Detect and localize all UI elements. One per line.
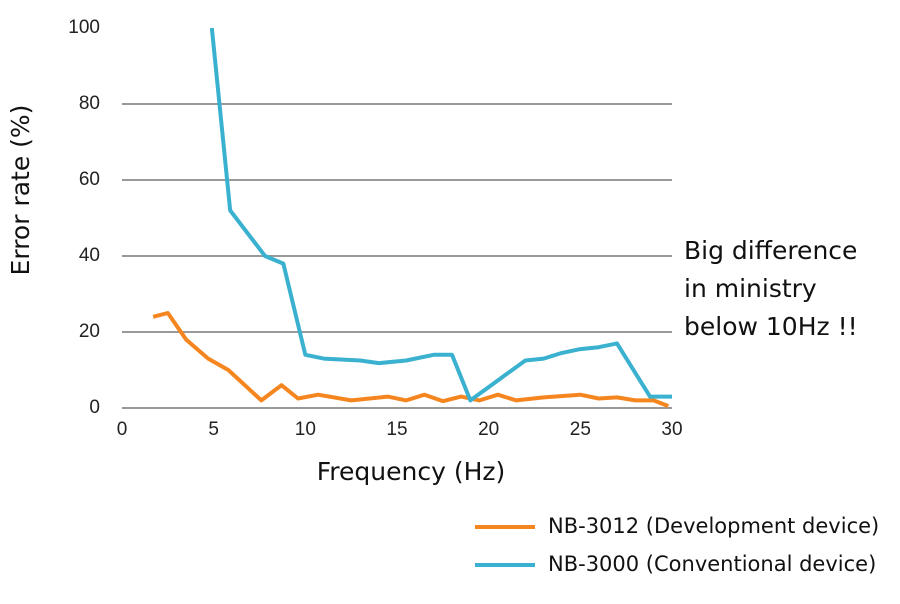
y-tick-label: 0 — [89, 397, 100, 418]
annotation: Big difference — [684, 236, 857, 265]
y-tick-label: 60 — [79, 169, 100, 190]
x-tick-label: 20 — [478, 419, 499, 440]
y-tick-label: 20 — [79, 321, 100, 342]
line — [209, 27, 672, 403]
line — [152, 311, 670, 408]
y-tick-label: 100 — [68, 17, 100, 38]
x-tick-label: 15 — [386, 419, 407, 440]
x-axis-label: Frequency (Hz) — [317, 457, 506, 486]
annotation: in ministry — [684, 274, 817, 303]
annotation: below 10Hz !! — [684, 312, 858, 341]
y-tick-label: 40 — [79, 245, 100, 266]
legend-label: NB-3000 (Conventional device) — [548, 552, 876, 576]
x-tick-label: 30 — [661, 419, 682, 440]
x-tick-label: 0 — [117, 419, 128, 440]
x-tick-label: 10 — [295, 419, 316, 440]
x-tick-label: 5 — [208, 419, 219, 440]
y-tick-label: 80 — [79, 93, 100, 114]
legend-label: NB-3012 (Development device) — [548, 514, 879, 538]
y-axis-label: Error rate (%) — [6, 105, 35, 276]
x-tick-label: 25 — [570, 419, 591, 440]
